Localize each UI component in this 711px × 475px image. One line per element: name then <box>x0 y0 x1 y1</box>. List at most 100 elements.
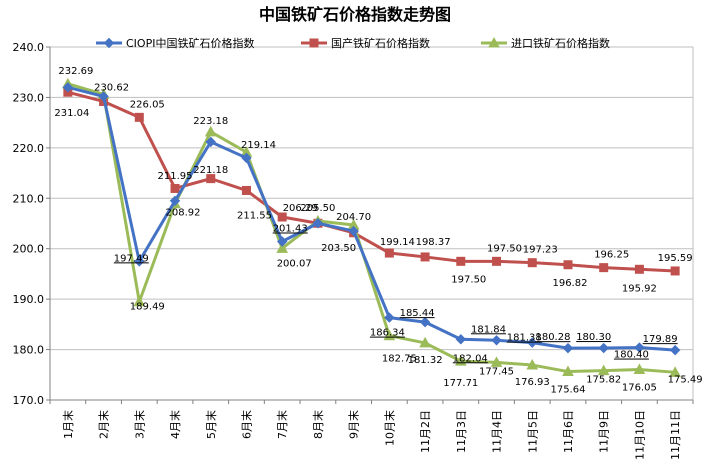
triangle-marker <box>204 125 217 137</box>
diamond-marker <box>527 337 538 348</box>
series-line <box>67 82 676 374</box>
square-marker <box>492 256 502 266</box>
square-marker <box>206 174 216 184</box>
data-label: 189.49 <box>130 302 165 313</box>
data-label: 182.75 <box>382 354 417 365</box>
triangle-marker <box>488 36 500 48</box>
x-tick-label: 7月末 <box>275 410 289 439</box>
data-label: 176.93 <box>515 377 550 388</box>
series-1 <box>63 87 680 276</box>
diamond-marker <box>419 316 431 328</box>
triangle-marker <box>562 365 574 377</box>
legend-label: 进口铁矿石价格指数 <box>511 36 610 50</box>
data-label: 175.64 <box>550 385 585 396</box>
y-tick-label: 190.0 <box>13 293 45 306</box>
triangle-marker <box>597 364 610 376</box>
diamond-marker <box>669 344 681 356</box>
extra-data-label: 211.95 <box>158 171 193 182</box>
diamond-marker <box>634 342 645 353</box>
data-label: 219.14 <box>241 140 276 151</box>
data-label: 197.49 <box>114 253 149 264</box>
legend-label: CIOPI中国铁矿石价格指数 <box>126 36 254 50</box>
x-tick-label: 11月4日 <box>491 410 504 453</box>
data-label: 180.28 <box>535 332 570 343</box>
x-tick-label: 10月末 <box>382 410 396 446</box>
diamond-marker <box>134 256 145 267</box>
x-tick-label: 4月末 <box>168 410 182 439</box>
y-tick-label: 230.0 <box>13 91 45 104</box>
data-label: 181.84 <box>471 324 506 335</box>
diamond-marker <box>62 82 74 93</box>
square-marker <box>563 260 573 270</box>
diamond-marker <box>312 218 324 229</box>
chart-title: 中国铁矿石价格指数走势图 <box>259 5 451 24</box>
data-label: 226.05 <box>130 99 165 110</box>
x-tick-label: 11月2日 <box>419 410 432 453</box>
square-marker <box>170 183 180 193</box>
x-tick-label: 5月末 <box>204 410 218 439</box>
data-label: 180.30 <box>576 332 611 343</box>
data-label: 197.50 <box>451 274 486 285</box>
triangle-marker <box>490 356 503 367</box>
x-tick-label: 11月5日 <box>526 410 539 453</box>
series-layer <box>62 77 681 377</box>
diamond-marker <box>384 312 395 323</box>
legend-item: 国产铁矿石价格指数 <box>301 36 430 50</box>
data-label: 197.23 <box>523 245 558 256</box>
data-label: 195.59 <box>658 253 693 264</box>
extra-data-label: 221.18 <box>193 165 228 176</box>
square-marker <box>309 38 319 48</box>
x-axis-ticks: 1月末 2月末 3月末 4月末 5月末 6月末 7月末 8月末 9月末 10月末 11月2日 11月3… <box>61 410 682 460</box>
x-tick-label: 6月末 <box>239 410 253 439</box>
data-label: 201.43 <box>273 224 308 235</box>
data-label: 203.50 <box>321 243 356 254</box>
series-0 <box>62 82 681 356</box>
triangle-marker <box>383 329 396 341</box>
data-label: 177.45 <box>479 366 514 377</box>
diamond-marker <box>598 342 609 354</box>
legend-item: 进口铁矿石价格指数 <box>481 36 610 50</box>
x-tick-label: 11月3日 <box>455 410 468 453</box>
diamond-marker <box>276 236 288 247</box>
x-tick-label: 11月11日 <box>669 410 682 460</box>
data-label: 204.70 <box>336 212 371 223</box>
square-marker <box>134 112 144 122</box>
data-label: 185.44 <box>400 308 435 319</box>
x-tick-label: 11月10日 <box>633 410 646 460</box>
data-label: 211.55 <box>237 210 272 221</box>
series-line <box>67 90 676 273</box>
series-line <box>67 85 676 352</box>
x-tick-label: 1月末 <box>61 410 75 439</box>
data-label: 175.49 <box>668 374 703 385</box>
triangle-marker <box>454 355 467 366</box>
square-marker <box>634 264 644 274</box>
data-label: 231.04 <box>54 108 89 119</box>
diamond-marker <box>491 335 502 346</box>
diamond-marker <box>205 136 216 148</box>
data-labels: 197.49186.34185.44182.04181.84181.38180.… <box>54 66 702 396</box>
data-label: 179.89 <box>643 334 678 345</box>
diamond-marker <box>169 195 181 207</box>
legend: CIOPI中国铁矿石价格指数 国产铁矿石价格指数 进口铁矿石价格指数 <box>96 36 610 50</box>
square-marker <box>384 248 394 258</box>
diamond-marker <box>103 37 115 49</box>
data-label: 232.69 <box>58 66 93 77</box>
data-label: 196.25 <box>594 250 629 261</box>
triangle-marker <box>276 242 289 253</box>
x-tick-label: 9月末 <box>347 410 361 439</box>
x-tick-label: 11月6日 <box>562 410 575 453</box>
x-tick-label: 11月9日 <box>598 410 611 453</box>
legend-label: 国产铁矿石价格指数 <box>331 36 430 50</box>
legend-item: CIOPI中国铁矿石价格指数 <box>96 36 254 50</box>
triangle-marker <box>526 359 539 370</box>
data-label: 206.29 <box>283 203 318 214</box>
data-label: 182.04 <box>453 353 488 364</box>
diamond-marker <box>98 91 109 102</box>
diamond-marker <box>348 225 359 237</box>
x-tick-label: 2月末 <box>97 410 111 439</box>
diamond-marker <box>241 152 252 164</box>
data-label: 199.14 <box>380 237 415 248</box>
data-label: 195.92 <box>622 283 657 294</box>
